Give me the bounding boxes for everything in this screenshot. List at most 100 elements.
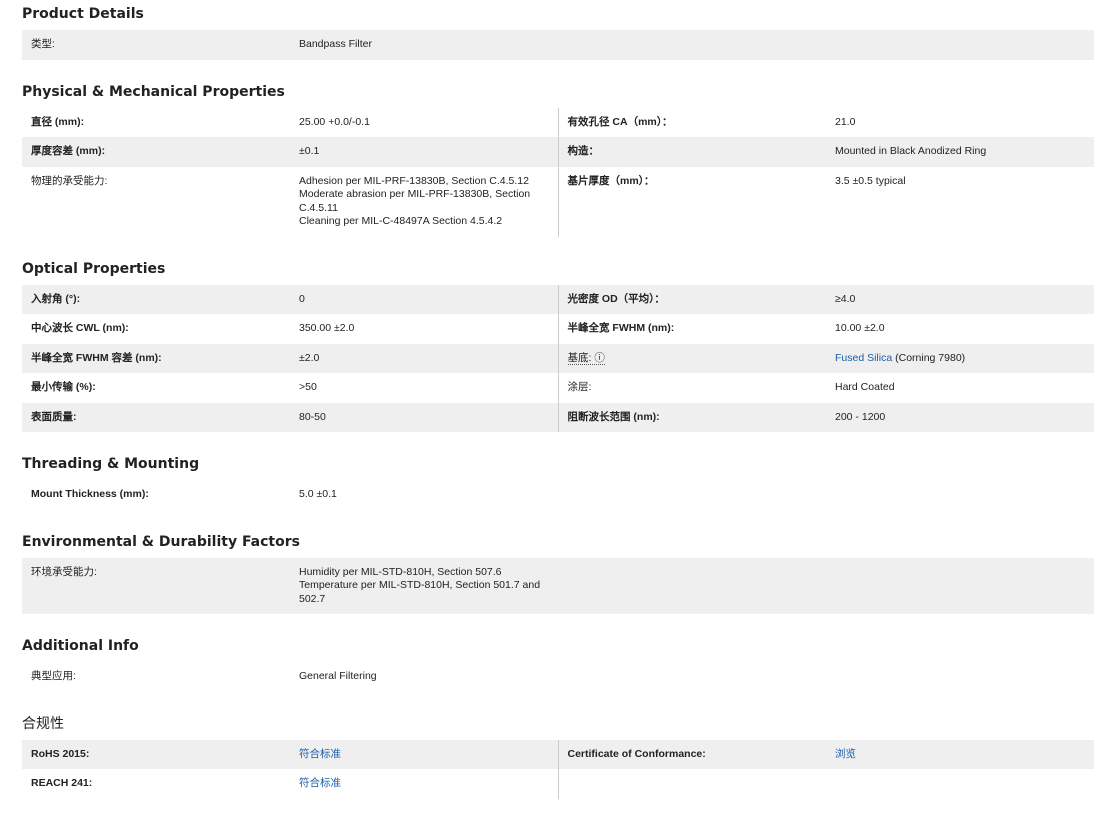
spec-value: 3.5 ±0.5 typical xyxy=(835,174,906,187)
spec-value: General Filtering xyxy=(299,670,377,682)
spec-value-cell: Hard Coated xyxy=(826,373,1094,403)
spec-value-cell: 350.00 ±2.0 xyxy=(290,314,558,344)
spec-value-cell: 0 xyxy=(290,284,558,314)
section-title: Product Details xyxy=(22,6,144,22)
spec-label-cell: 半峰全宽 FWHM 容差 (nm): xyxy=(22,343,290,373)
spec-label: 直径 (mm): xyxy=(31,115,85,128)
spec-value-cell: General Filtering xyxy=(290,662,558,692)
spec-label: 阻断波长范围 (nm): xyxy=(567,410,660,423)
spec-label-cell: 基片厚度（mm）： xyxy=(557,166,826,237)
spec-label: 表面质量: xyxy=(31,410,77,423)
spec-label-cell: 中心波长 CWL (nm): xyxy=(22,314,290,344)
spec-table: 类型: Bandpass Filter xyxy=(22,30,1094,60)
spec-label: 光密度 OD（平均）： xyxy=(567,292,665,305)
section: Additional Info 典型应用: General Filtering xyxy=(22,632,1094,692)
product-specs: Product Details 类型: Bandpass Filter Physica… xyxy=(22,0,1094,817)
table-row: 典型应用: General Filtering xyxy=(22,662,1094,692)
section: Threading & Mounting Mount Thickness (mm)… xyxy=(22,450,1094,510)
spec-label: Certificate of Conformance: xyxy=(567,747,706,760)
spec-value-cell: Bandpass Filter xyxy=(290,30,558,60)
table-row: 直径 (mm): 25.00 +0.0/-0.1 有效孔径 CA（mm）： 21.0 xyxy=(22,107,1094,138)
section: Environmental & Durability Factors 环境承受能力… xyxy=(22,528,1094,614)
spec-label: REACH 241: xyxy=(31,777,93,789)
spec-label-cell: Mount Thickness (mm): xyxy=(22,480,290,510)
spec-label: RoHS 2015: xyxy=(31,747,90,760)
section-title: Physical & Mechanical Properties xyxy=(22,83,285,100)
spec-label-cell: 构造： xyxy=(557,137,826,167)
spec-label-cell: 入射角 (°): xyxy=(22,284,290,314)
spec-label: 半峰全宽 FWHM (nm): xyxy=(567,322,675,334)
section-title: Threading & Mounting xyxy=(22,456,200,472)
spec-value-cell: 80-50 xyxy=(290,402,558,432)
spec-value-cell: 符合标准 xyxy=(290,739,558,769)
spec-value-cell: Adhesion per MIL-PRF-13830B, Section C.4… xyxy=(290,167,558,237)
spec-value: ±0.1 xyxy=(299,145,320,157)
table-row: 入射角 (°): 0 光密度 OD（平均）： ≥4.0 xyxy=(22,284,1094,314)
value-link[interactable]: Fused Silica xyxy=(835,351,893,364)
value-line: Adhesion per MIL-PRF-13830B, Section C.4… xyxy=(299,174,529,187)
spec-label-cell: RoHS 2015: xyxy=(22,739,290,769)
spec-value: 5.0 ±0.1 xyxy=(299,488,337,500)
table-row: 中心波长 CWL (nm): 350.00 ±2.0 半峰全宽 FWHM (nm):… xyxy=(22,314,1094,344)
table-row: REACH 241: 符合标准 xyxy=(22,769,1094,799)
section-title: Environmental & Durability Factors xyxy=(22,533,300,550)
section: Optical Properties 入射角 (°): 0 光密度 OD（平均）： ≥4… xyxy=(22,255,1094,432)
spec-value-cell: 浏览 xyxy=(826,739,1094,769)
empty-cell xyxy=(558,480,1094,510)
table-row: RoHS 2015: 符合标准 Certificate of Conformance… xyxy=(22,739,1094,769)
spec-value: 25.00 +0.0/-0.1 xyxy=(299,115,370,128)
value-line: Cleaning per MIL-C-48497A Section 4.5.4.… xyxy=(299,215,503,227)
spec-value-cell: 25.00 +0.0/-0.1 xyxy=(290,108,558,138)
spec-label-cell: 最小传输 (%): xyxy=(22,373,290,403)
spec-value: 21.0 xyxy=(835,115,856,128)
spec-label-cell: 有效孔径 CA（mm）： xyxy=(557,107,826,137)
spec-label: 类型: xyxy=(31,38,55,50)
spec-label: 中心波长 CWL (nm): xyxy=(31,322,129,334)
spec-label[interactable]: 基底: ⓘ xyxy=(567,351,605,365)
value-link[interactable]: 符合标准 xyxy=(299,747,341,760)
spec-table: 环境承受能力: Humidity per MIL-STD-810H, Sectio… xyxy=(22,557,1094,614)
spec-value: (Corning 7980) xyxy=(892,351,966,364)
section-title: Additional Info xyxy=(22,638,139,654)
spec-label: 基片厚度（mm）： xyxy=(567,174,655,187)
table-row: 环境承受能力: Humidity per MIL-STD-810H, Sectio… xyxy=(22,557,1094,614)
spec-label: 入射角 (°): xyxy=(31,292,81,305)
table-row: 最小传输 (%): >50 涂层: Hard Coated xyxy=(22,373,1094,403)
spec-label-cell: REACH 241: xyxy=(22,769,290,799)
spec-label: 构造： xyxy=(567,145,600,157)
spec-table: 典型应用: General Filtering xyxy=(22,662,1094,692)
spec-value-cell: Fused Silica (Corning 7980) xyxy=(826,343,1094,373)
value-link[interactable]: 浏览 xyxy=(835,747,856,760)
empty-cell xyxy=(558,557,1094,614)
value-link[interactable]: 符合标准 xyxy=(299,777,341,789)
table-row: 类型: Bandpass Filter xyxy=(22,30,1094,60)
spec-label-cell: 物理的承受能力: xyxy=(22,167,290,237)
spec-label: 典型应用: xyxy=(31,670,76,682)
value-line: Moderate abrasion per MIL-PRF-13830B, Se… xyxy=(299,188,531,214)
spec-label: 半峰全宽 FWHM 容差 (nm): xyxy=(31,351,162,364)
spec-value: 10.00 ±2.0 xyxy=(835,322,885,334)
spec-value: Mounted in Black Anodized Ring xyxy=(835,145,987,157)
table-row: 厚度容差 (mm): ±0.1 构造： Mounted in Black Anodiz… xyxy=(22,137,1094,167)
spec-label: 涂层: xyxy=(567,381,592,393)
section: 合规性 RoHS 2015: 符合标准 Certificate of Conforma… xyxy=(22,710,1094,799)
table-row: Mount Thickness (mm): 5.0 ±0.1 xyxy=(22,480,1094,510)
section-title: Optical Properties xyxy=(22,260,166,277)
spec-label: 厚度容差 (mm): xyxy=(31,145,106,157)
table-row: 物理的承受能力: Adhesion per MIL-PRF-13830B, Sec… xyxy=(22,166,1094,237)
spec-table: 入射角 (°): 0 光密度 OD（平均）： ≥4.0 中心波长 CWL (nm): 35… xyxy=(22,284,1094,432)
section-title: 合规性 xyxy=(22,715,64,732)
spec-value: ≥4.0 xyxy=(835,292,856,305)
value-line: Temperature per MIL-STD-810H, Section 50… xyxy=(299,579,541,605)
spec-label: 有效孔径 CA（mm）： xyxy=(567,115,673,128)
spec-value: Hard Coated xyxy=(835,381,895,393)
spec-value-cell: 200 - 1200 xyxy=(826,402,1094,432)
spec-label-cell: 光密度 OD（平均）： xyxy=(557,284,826,314)
spec-value: >50 xyxy=(299,381,317,393)
spec-label-cell xyxy=(557,769,826,799)
spec-value: 200 - 1200 xyxy=(835,410,886,423)
spec-label-cell: 基底: ⓘ xyxy=(557,343,826,373)
spec-label-cell: 表面质量: xyxy=(22,402,290,432)
spec-label: 环境承受能力: xyxy=(31,565,97,578)
spec-label-cell: 类型: xyxy=(22,30,290,60)
